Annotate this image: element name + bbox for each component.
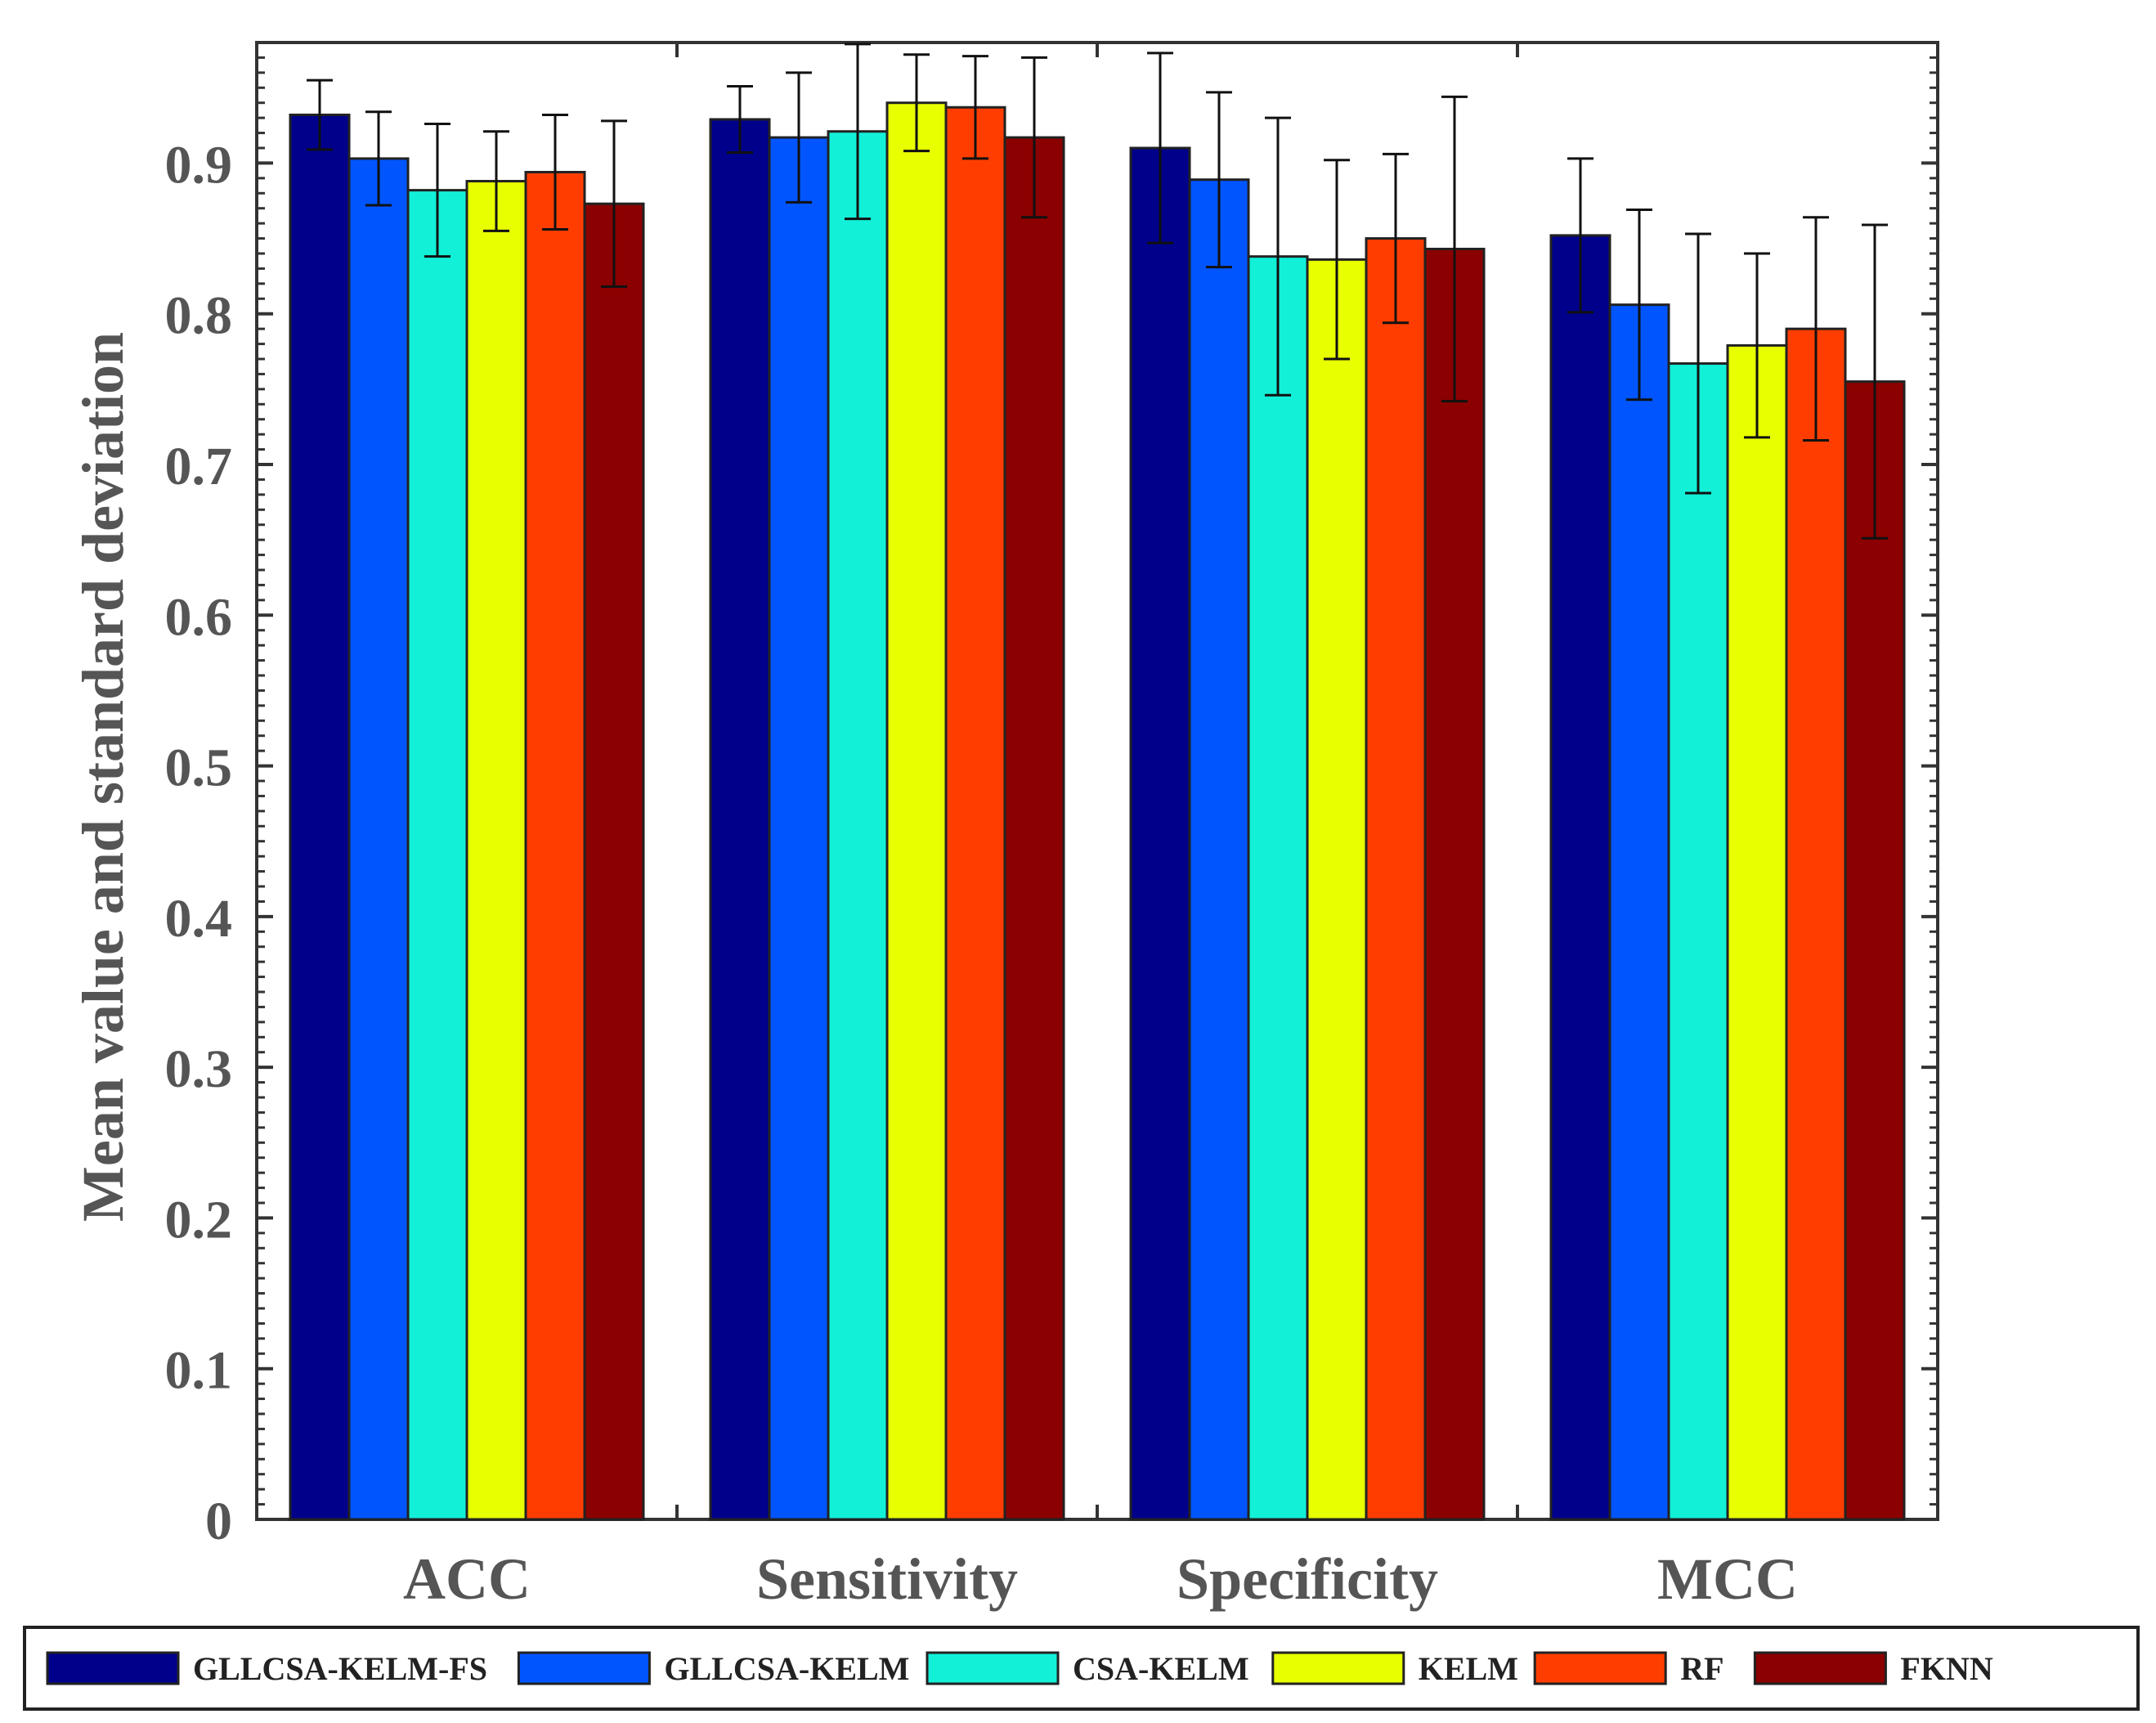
bar-gllcsa-kelm-fs-sensitivity (709, 118, 771, 1521)
y-tick-label: 0.8 (165, 286, 233, 346)
legend-label: FKNN (1900, 1650, 1992, 1687)
legend-label: GLLCSA-KELM (664, 1650, 909, 1687)
y-tick-label: 0.3 (165, 1039, 233, 1099)
bar-gllcsa-kelm-fs-specificity (1129, 146, 1191, 1521)
legend-swatch-fknn (1753, 1651, 1887, 1685)
bar-gllcsa-kelm-mcc (1608, 303, 1670, 1521)
bar-gllcsa-kelm-acc (347, 157, 410, 1521)
bar-csa-kelm-acc (406, 189, 468, 1521)
x-category-label: Sensitivity (756, 1546, 1018, 1612)
legend-label: CSA-KELM (1073, 1650, 1249, 1687)
y-tick-label: 0 (205, 1492, 232, 1551)
bar-rf-specificity (1365, 237, 1427, 1521)
legend-swatch-rf (1533, 1651, 1667, 1685)
bars-group (289, 101, 1906, 1521)
legend-swatch-csa-kelm (926, 1651, 1060, 1685)
error-bars-group (307, 43, 1888, 540)
bar-csa-kelm-mcc (1667, 362, 1729, 1521)
y-axis-label: Mean value and standard deviation (70, 332, 136, 1222)
bar-gllcsa-kelm-fs-acc (289, 113, 351, 1521)
bar-csa-kelm-sensitivity (827, 130, 889, 1521)
bar-kelm-mcc (1726, 343, 1788, 1521)
legend-swatch-gllcsa-kelm-fs (46, 1651, 180, 1685)
bar-rf-acc (524, 170, 586, 1521)
legend-swatch-gllcsa-kelm (517, 1651, 651, 1685)
bar-gllcsa-kelm-sensitivity (768, 136, 830, 1521)
x-category-label: Specificity (1177, 1546, 1438, 1612)
bar-kelm-specificity (1306, 258, 1368, 1521)
bar-csa-kelm-specificity (1247, 255, 1309, 1521)
bar-rf-mcc (1785, 327, 1847, 1521)
legend-label: GLLCSA-KELM-FS (193, 1650, 487, 1687)
y-tick-label: 0.5 (165, 738, 233, 798)
bar-gllcsa-kelm-specificity (1188, 178, 1250, 1521)
y-axis-ticks: 0 0.1 0.2 0.3 0.4 0.5 0.6 0.7 0.8 0.9 (165, 56, 1938, 1551)
bar-fknn-sensitivity (1003, 136, 1065, 1521)
bar-fknn-acc (583, 202, 645, 1521)
x-category-label: ACC (403, 1546, 531, 1612)
bar-kelm-sensitivity (885, 101, 948, 1521)
y-tick-label: 0.7 (165, 437, 233, 496)
x-axis-labels: ACC Sensitivity Specificity MCC (403, 1546, 1798, 1612)
x-category-label: MCC (1657, 1546, 1798, 1612)
legend-label: KELM (1419, 1650, 1518, 1687)
bar-rf-sensitivity (944, 105, 1006, 1521)
bar-kelm-acc (465, 180, 527, 1521)
bar-gllcsa-kelm-fs-mcc (1549, 234, 1611, 1521)
bar-fknn-mcc (1844, 380, 1906, 1521)
legend: GLLCSA-KELM-FS GLLCSA-KELM CSA-KELM KELM RF F… (23, 1626, 2140, 1711)
bar-fknn-specificity (1423, 247, 1486, 1521)
legend-label: RF (1680, 1650, 1723, 1687)
y-tick-label: 0.1 (165, 1341, 233, 1401)
y-tick-label: 0.6 (165, 587, 233, 647)
y-tick-label: 0.9 (165, 135, 233, 195)
y-tick-label: 0.4 (165, 889, 233, 949)
y-tick-label: 0.2 (165, 1190, 233, 1250)
legend-swatch-kelm (1271, 1651, 1405, 1685)
